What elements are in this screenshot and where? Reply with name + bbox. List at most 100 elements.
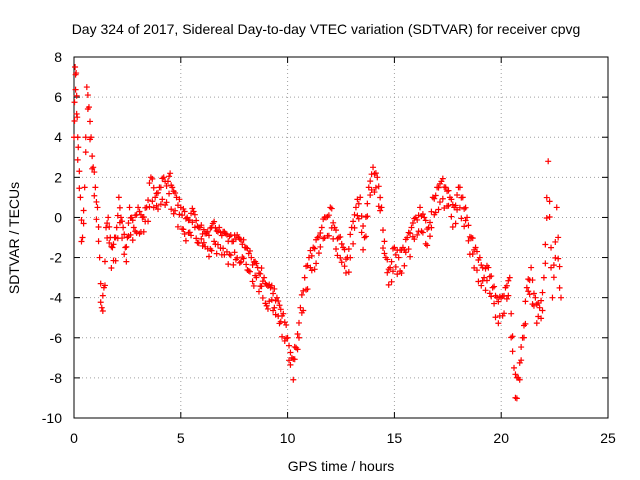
data-point (214, 241, 221, 248)
data-point (488, 273, 495, 280)
data-point (129, 237, 136, 244)
data-point (325, 212, 332, 219)
data-point (542, 241, 549, 248)
data-point (522, 298, 529, 305)
data-point (204, 228, 211, 235)
data-point (361, 234, 368, 241)
data-point (116, 204, 123, 211)
data-point (347, 231, 354, 238)
data-point (287, 361, 294, 368)
data-point (297, 304, 304, 311)
data-point (225, 261, 232, 268)
data-point (80, 220, 87, 227)
chart-title: Day 324 of 2017, Sidereal Day-to-day VTE… (72, 21, 581, 37)
data-point (385, 281, 392, 288)
data-point (93, 216, 100, 223)
data-point (108, 265, 115, 272)
data-point (95, 224, 102, 231)
x-tick-label: 20 (493, 430, 509, 446)
data-point (85, 104, 92, 111)
data-point (325, 232, 332, 239)
data-point (543, 194, 550, 201)
data-point (149, 175, 156, 182)
data-point (227, 252, 234, 259)
series-sdtvar (71, 64, 565, 402)
data-point (398, 270, 405, 277)
data-point (298, 291, 305, 298)
data-point (405, 229, 412, 236)
data-point (275, 298, 282, 305)
data-point (367, 178, 374, 185)
data-point (307, 247, 314, 254)
data-point (129, 217, 136, 224)
data-point (473, 248, 480, 255)
data-point (375, 203, 382, 210)
data-point (338, 240, 345, 247)
data-point (411, 215, 418, 222)
data-point (77, 194, 84, 201)
data-point (239, 254, 246, 261)
data-point (432, 209, 439, 216)
data-point (181, 208, 188, 215)
data-point (145, 197, 152, 204)
data-point (261, 274, 268, 281)
data-point (407, 253, 414, 260)
data-point (415, 212, 422, 219)
data-point (464, 214, 471, 221)
data-point (159, 196, 166, 203)
data-point (360, 222, 367, 229)
data-point (445, 202, 452, 209)
data-point (308, 267, 315, 274)
data-point (125, 220, 132, 227)
data-point (245, 267, 252, 274)
data-point (234, 254, 241, 261)
data-point (136, 208, 143, 215)
data-point (295, 319, 302, 326)
y-tick-label: -4 (50, 290, 63, 306)
data-point (458, 215, 465, 222)
data-point (155, 206, 162, 213)
data-point (448, 213, 455, 220)
data-point (181, 231, 188, 238)
data-point (243, 244, 250, 251)
data-point (409, 219, 416, 226)
data-point (482, 287, 489, 294)
data-point (258, 265, 265, 272)
data-point (226, 251, 233, 258)
data-point (529, 277, 536, 284)
data-point (552, 254, 559, 261)
data-point (538, 315, 545, 322)
data-point (213, 227, 220, 234)
data-point (101, 282, 108, 289)
data-point (110, 241, 117, 248)
data-point (370, 164, 377, 171)
data-point (549, 294, 556, 301)
data-point (475, 278, 482, 285)
data-point (538, 297, 545, 304)
data-point (135, 204, 142, 211)
data-point (240, 236, 247, 243)
data-point (91, 169, 98, 176)
x-tick-label: 5 (177, 430, 185, 446)
data-point (378, 204, 385, 211)
data-point (89, 153, 96, 160)
data-point (294, 330, 301, 337)
data-point (315, 233, 322, 240)
data-point (119, 235, 126, 242)
data-point (518, 344, 525, 351)
data-point (92, 184, 99, 191)
y-tick-label: 4 (54, 129, 62, 145)
data-point (392, 251, 399, 258)
data-point (462, 204, 469, 211)
data-point (294, 346, 301, 353)
data-point (481, 274, 488, 281)
data-point (159, 175, 166, 182)
data-point (496, 293, 503, 300)
data-point (395, 254, 402, 261)
data-point (525, 276, 532, 283)
data-point (313, 260, 320, 267)
data-point (121, 231, 128, 238)
data-point (466, 233, 473, 240)
data-point (485, 264, 492, 271)
data-point (546, 214, 553, 221)
